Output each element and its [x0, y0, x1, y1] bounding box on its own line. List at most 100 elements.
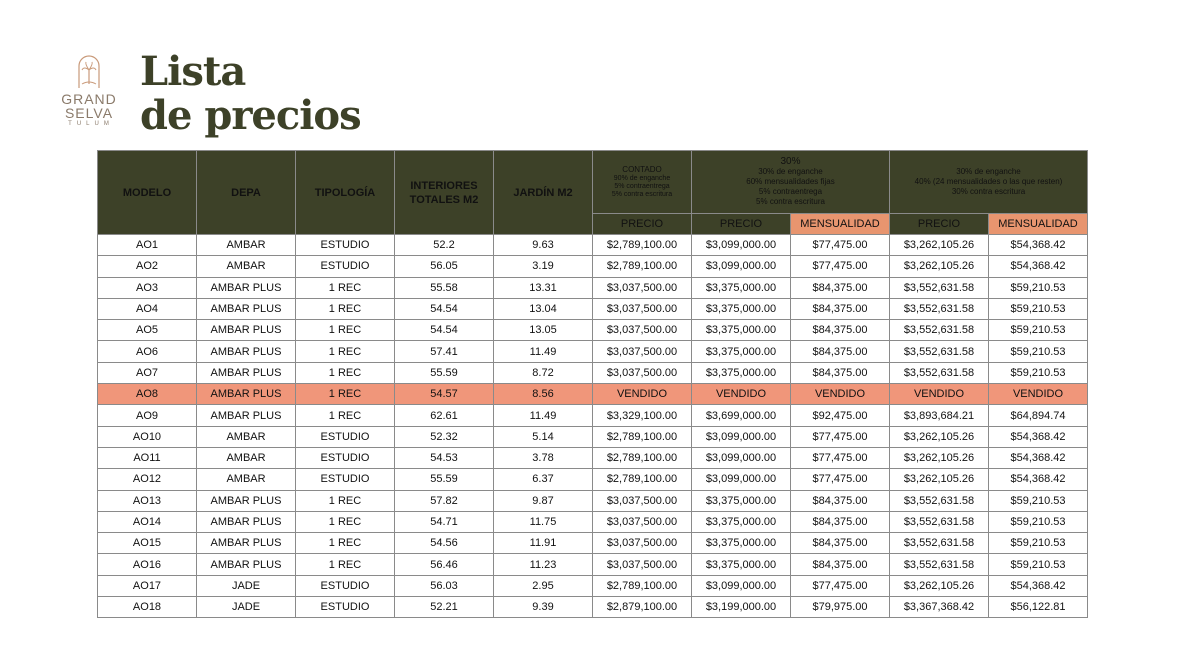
cell-depa: JADE — [196, 574, 296, 598]
cell-depa: AMBAR PLUS — [196, 319, 296, 342]
cell-mensualidad-30: $84,375.00 — [790, 340, 890, 363]
cell-jardin: 3.78 — [493, 446, 593, 470]
cell-tipologia: 1 REC — [295, 532, 395, 555]
cell-interiores: 56.05 — [394, 255, 494, 278]
cell-precio-contado: $2,789,100.00 — [592, 425, 692, 448]
cell-mensualidad-40: $54,368.42 — [988, 425, 1088, 448]
logo-line-grand: GRAND — [61, 91, 117, 107]
cell-modelo: AO17 — [97, 574, 197, 598]
cell-depa: AMBAR PLUS — [196, 276, 296, 299]
title-line-1: Lista — [140, 48, 246, 95]
cell-precio-contado: $2,789,100.00 — [592, 574, 692, 598]
logo-line-selva: SELVA — [64, 105, 114, 121]
cell-precio-40: $3,893,684.21 — [889, 404, 989, 427]
cell-modelo: AO6 — [97, 340, 197, 363]
table-row: AO1 AMBAR ESTUDIO 52.2 9.63 $2,789,100.00 $3,0… — [97, 233, 1088, 257]
cell-depa: AMBAR PLUS — [196, 553, 296, 576]
header-interiores-line-1: INTERIORES — [410, 179, 478, 192]
cell-mensualidad-30: $84,375.00 — [790, 489, 890, 512]
cell-precio-30: $3,375,000.00 — [691, 319, 791, 342]
cell-precio-30: $3,099,000.00 — [691, 255, 791, 278]
cell-mensualidad-30: $84,375.00 — [790, 361, 890, 385]
cell-interiores: 54.54 — [394, 297, 494, 321]
cell-depa: AMBAR PLUS — [196, 361, 296, 385]
cell-mensualidad-40: $54,368.42 — [988, 255, 1088, 278]
cell-tipologia: 1 REC — [295, 404, 395, 427]
cell-jardin: 5.14 — [493, 425, 593, 448]
cell-interiores: 54.54 — [394, 319, 494, 342]
header-depa: DEPA — [196, 150, 296, 235]
cell-depa: JADE — [196, 596, 296, 619]
cell-interiores: 54.53 — [394, 446, 494, 470]
cell-precio-40: $3,552,631.58 — [889, 319, 989, 342]
cell-tipologia: 1 REC — [295, 383, 395, 406]
price-table: MODELO DEPA TIPOLOGÍA INTERIORES TOTALES… — [97, 150, 1088, 619]
cell-precio-30: $3,375,000.00 — [691, 489, 791, 512]
cell-jardin: 11.23 — [493, 553, 593, 576]
table-row: AO13 AMBAR PLUS 1 REC 57.82 9.87 $3,037,500.0… — [97, 489, 1088, 512]
cell-jardin: 9.39 — [493, 596, 593, 619]
cell-jardin: 13.05 — [493, 319, 593, 342]
cell-precio-40: $3,552,631.58 — [889, 276, 989, 299]
plan30-line: 5% contraentrega — [758, 187, 823, 196]
cell-mensualidad-30: $77,475.00 — [790, 468, 890, 491]
cell-precio-contado: $2,879,100.00 — [592, 596, 692, 619]
cell-tipologia: ESTUDIO — [295, 574, 395, 598]
cell-jardin: 11.49 — [493, 340, 593, 363]
cell-mensualidad-40: $56,122.81 — [988, 596, 1088, 619]
cell-interiores: 62.61 — [394, 404, 494, 427]
cell-modelo: AO18 — [97, 596, 197, 619]
cell-tipologia: 1 REC — [295, 553, 395, 576]
cell-interiores: 55.58 — [394, 276, 494, 299]
cell-modelo: AO8 — [97, 383, 197, 406]
cell-modelo: AO4 — [97, 297, 197, 321]
cell-jardin: 13.04 — [493, 297, 593, 321]
cell-depa: AMBAR PLUS — [196, 489, 296, 512]
cell-precio-40: $3,552,631.58 — [889, 489, 989, 512]
cell-precio-40: $3,367,368.42 — [889, 596, 989, 619]
subheader-precio-contado: PRECIO — [592, 213, 692, 235]
cell-precio-40: $3,262,105.26 — [889, 446, 989, 470]
cell-modelo: AO12 — [97, 468, 197, 491]
cell-interiores: 54.71 — [394, 510, 494, 534]
table-row: AO17 JADE ESTUDIO 56.03 2.95 $2,789,100.00 $3,… — [97, 574, 1088, 598]
table-row: AO10 AMBAR ESTUDIO 52.32 5.14 $2,789,100.00 $3… — [97, 425, 1088, 448]
cell-precio-contado: $2,789,100.00 — [592, 468, 692, 491]
cell-precio-30: $3,375,000.00 — [691, 510, 791, 534]
cell-mensualidad-30: $77,475.00 — [790, 233, 890, 257]
cell-interiores: 56.46 — [394, 553, 494, 576]
cell-precio-40: VENDIDO — [889, 383, 989, 406]
cell-jardin: 3.19 — [493, 255, 593, 278]
cell-mensualidad-30: $84,375.00 — [790, 319, 890, 342]
cell-precio-40: $3,552,631.58 — [889, 553, 989, 576]
cell-precio-30: $3,099,000.00 — [691, 233, 791, 257]
cell-mensualidad-30: $84,375.00 — [790, 553, 890, 576]
cell-precio-30: $3,699,000.00 — [691, 404, 791, 427]
cell-mensualidad-40: $59,210.53 — [988, 532, 1088, 555]
cell-tipologia: 1 REC — [295, 276, 395, 299]
contado-line: 5% contra escritura — [611, 191, 673, 198]
cell-mensualidad-40: $54,368.42 — [988, 233, 1088, 257]
palm-emblem-icon — [78, 55, 100, 88]
table-row: AO15 AMBAR PLUS 1 REC 54.56 11.91 $3,037,500.… — [97, 532, 1088, 555]
cell-tipologia: 1 REC — [295, 297, 395, 321]
cell-mensualidad-30: $84,375.00 — [790, 510, 890, 534]
header-group-40: 30% de enganche 40% (24 mensualidades o … — [889, 150, 1088, 214]
cell-precio-30: $3,099,000.00 — [691, 446, 791, 470]
cell-modelo: AO7 — [97, 361, 197, 385]
cell-mensualidad-30: $77,475.00 — [790, 255, 890, 278]
cell-mensualidad-40: $64,894.74 — [988, 404, 1088, 427]
cell-precio-contado: $3,037,500.00 — [592, 297, 692, 321]
cell-mensualidad-40: $59,210.53 — [988, 276, 1088, 299]
table-row: AO12 AMBAR ESTUDIO 55.59 6.37 $2,789,100.00 $3… — [97, 468, 1088, 491]
plan30-line: 60% mensualidades fijas — [746, 177, 835, 186]
cell-depa: AMBAR — [196, 446, 296, 470]
cell-precio-30: $3,375,000.00 — [691, 361, 791, 385]
cell-modelo: AO3 — [97, 276, 197, 299]
cell-mensualidad-30: $77,475.00 — [790, 574, 890, 598]
cell-mensualidad-40: $54,368.42 — [988, 574, 1088, 598]
cell-tipologia: 1 REC — [295, 340, 395, 363]
cell-modelo: AO15 — [97, 532, 197, 555]
cell-precio-40: $3,552,631.58 — [889, 532, 989, 555]
cell-mensualidad-30: $79,975.00 — [790, 596, 890, 619]
